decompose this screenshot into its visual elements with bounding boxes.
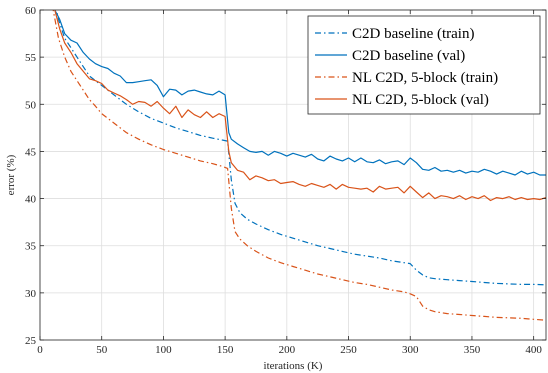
legend-box [307,15,541,115]
x-axis-label: iterations (K) [264,360,323,372]
legend: C2D baseline (train) C2D baseline (val) NL… [307,15,541,115]
x-tick-label: 400 [525,344,542,356]
series-line-1 [55,10,546,286]
y-axis-label: error (%) [5,154,17,195]
x-tick-label: 300 [402,344,419,356]
plot-frame [39,9,547,341]
y-tick-label: 45 [25,146,37,158]
legend-entry-label: C2D baseline (train) [352,26,474,42]
series-line-3 [52,10,546,321]
x-tick-label: 100 [155,344,172,356]
x-tick-label: 0 [37,344,43,356]
y-tick-label: 60 [25,5,37,17]
legend-entry-label: NL C2D, 5-block (train) [352,70,498,86]
axis-ticks: 0 50 100 150 200 250 300 350 400 25 30 35 40 45 50 55 60 [25,5,546,356]
y-tick-label: 25 [25,335,37,347]
x-tick-label: 200 [279,344,296,356]
y-tick-label: 40 [25,194,37,206]
y-tick-label: 50 [25,99,37,111]
x-tick-label: 150 [217,344,234,356]
series-line-2 [54,10,546,176]
x-tick-label: 350 [464,344,481,356]
y-tick-label: 30 [25,288,37,300]
legend-entry-label: NL C2D, 5-block (val) [352,92,489,108]
series-group [52,10,546,321]
y-tick-label: 55 [25,52,37,64]
x-tick-label: 50 [96,344,108,356]
series-line-4 [54,10,546,202]
y-tick-label: 35 [25,241,37,253]
legend-entry-label: C2D baseline (val) [352,48,465,64]
x-tick-label: 250 [340,344,357,356]
